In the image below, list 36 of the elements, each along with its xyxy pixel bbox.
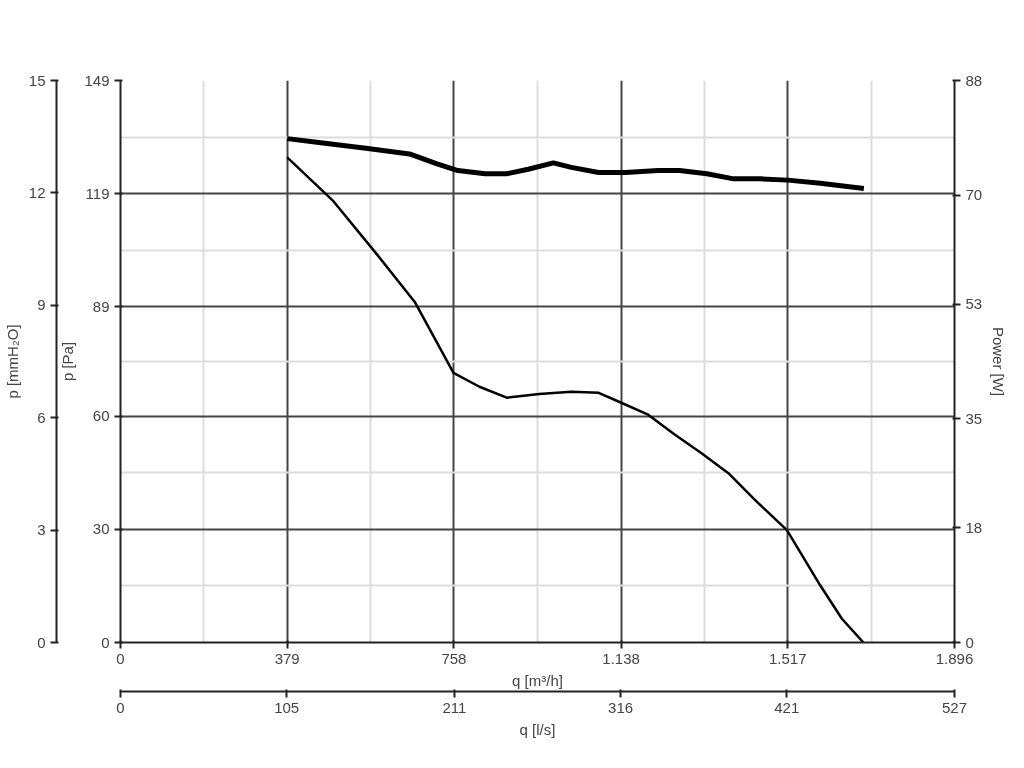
- x-tick-label: 379: [274, 649, 300, 667]
- y-tick-label: 89: [92, 297, 110, 315]
- y-tick-label: 60: [92, 407, 110, 425]
- x2-tick-label: 527: [941, 698, 968, 716]
- y2-axis-title: Power [W]: [990, 326, 1008, 397]
- line-series: [285, 156, 865, 643]
- y-axis-title: p [Pa]: [59, 341, 77, 382]
- y3-axis-title: p [mmH₂O]: [3, 324, 21, 399]
- y2-tick-label: 18: [965, 518, 983, 536]
- y3-tick-label: 0: [37, 633, 46, 651]
- y3-tick-label: 12: [28, 183, 46, 201]
- y2-tick-label: 35: [965, 409, 983, 427]
- x2-tick-label: 316: [608, 698, 634, 716]
- y3-tick-label: 15: [28, 71, 46, 89]
- y2-tick-label: 53: [965, 295, 983, 313]
- y-tick-label: 149: [84, 71, 110, 89]
- y2-tick-label: 88: [965, 71, 983, 89]
- x-tick-label: 1.896: [935, 649, 974, 667]
- y3-tick-label: 3: [37, 521, 46, 539]
- x-tick-label: 1.138: [602, 649, 640, 667]
- y-tick-label: 30: [92, 520, 110, 538]
- x2-tick-label: 105: [274, 698, 300, 716]
- x2-axis-title: q [l/s]: [519, 720, 556, 738]
- x2-tick-label: 0: [116, 698, 125, 716]
- x-tick-label: 0: [116, 649, 125, 667]
- x2-tick-label: 211: [442, 698, 467, 716]
- y-tick-label: 0: [101, 633, 110, 651]
- y3-tick-label: 6: [37, 408, 46, 426]
- x-axis-title: q [m³/h]: [512, 671, 563, 689]
- y3-tick-label: 9: [37, 296, 46, 314]
- y2-tick-label: 70: [965, 186, 983, 204]
- x-tick-label: 758: [441, 649, 467, 667]
- x2-tick-label: 421: [774, 698, 800, 716]
- y2-tick-label: 0: [965, 633, 974, 651]
- y-tick-label: 119: [85, 184, 110, 202]
- x-tick-label: 1.517: [769, 649, 807, 667]
